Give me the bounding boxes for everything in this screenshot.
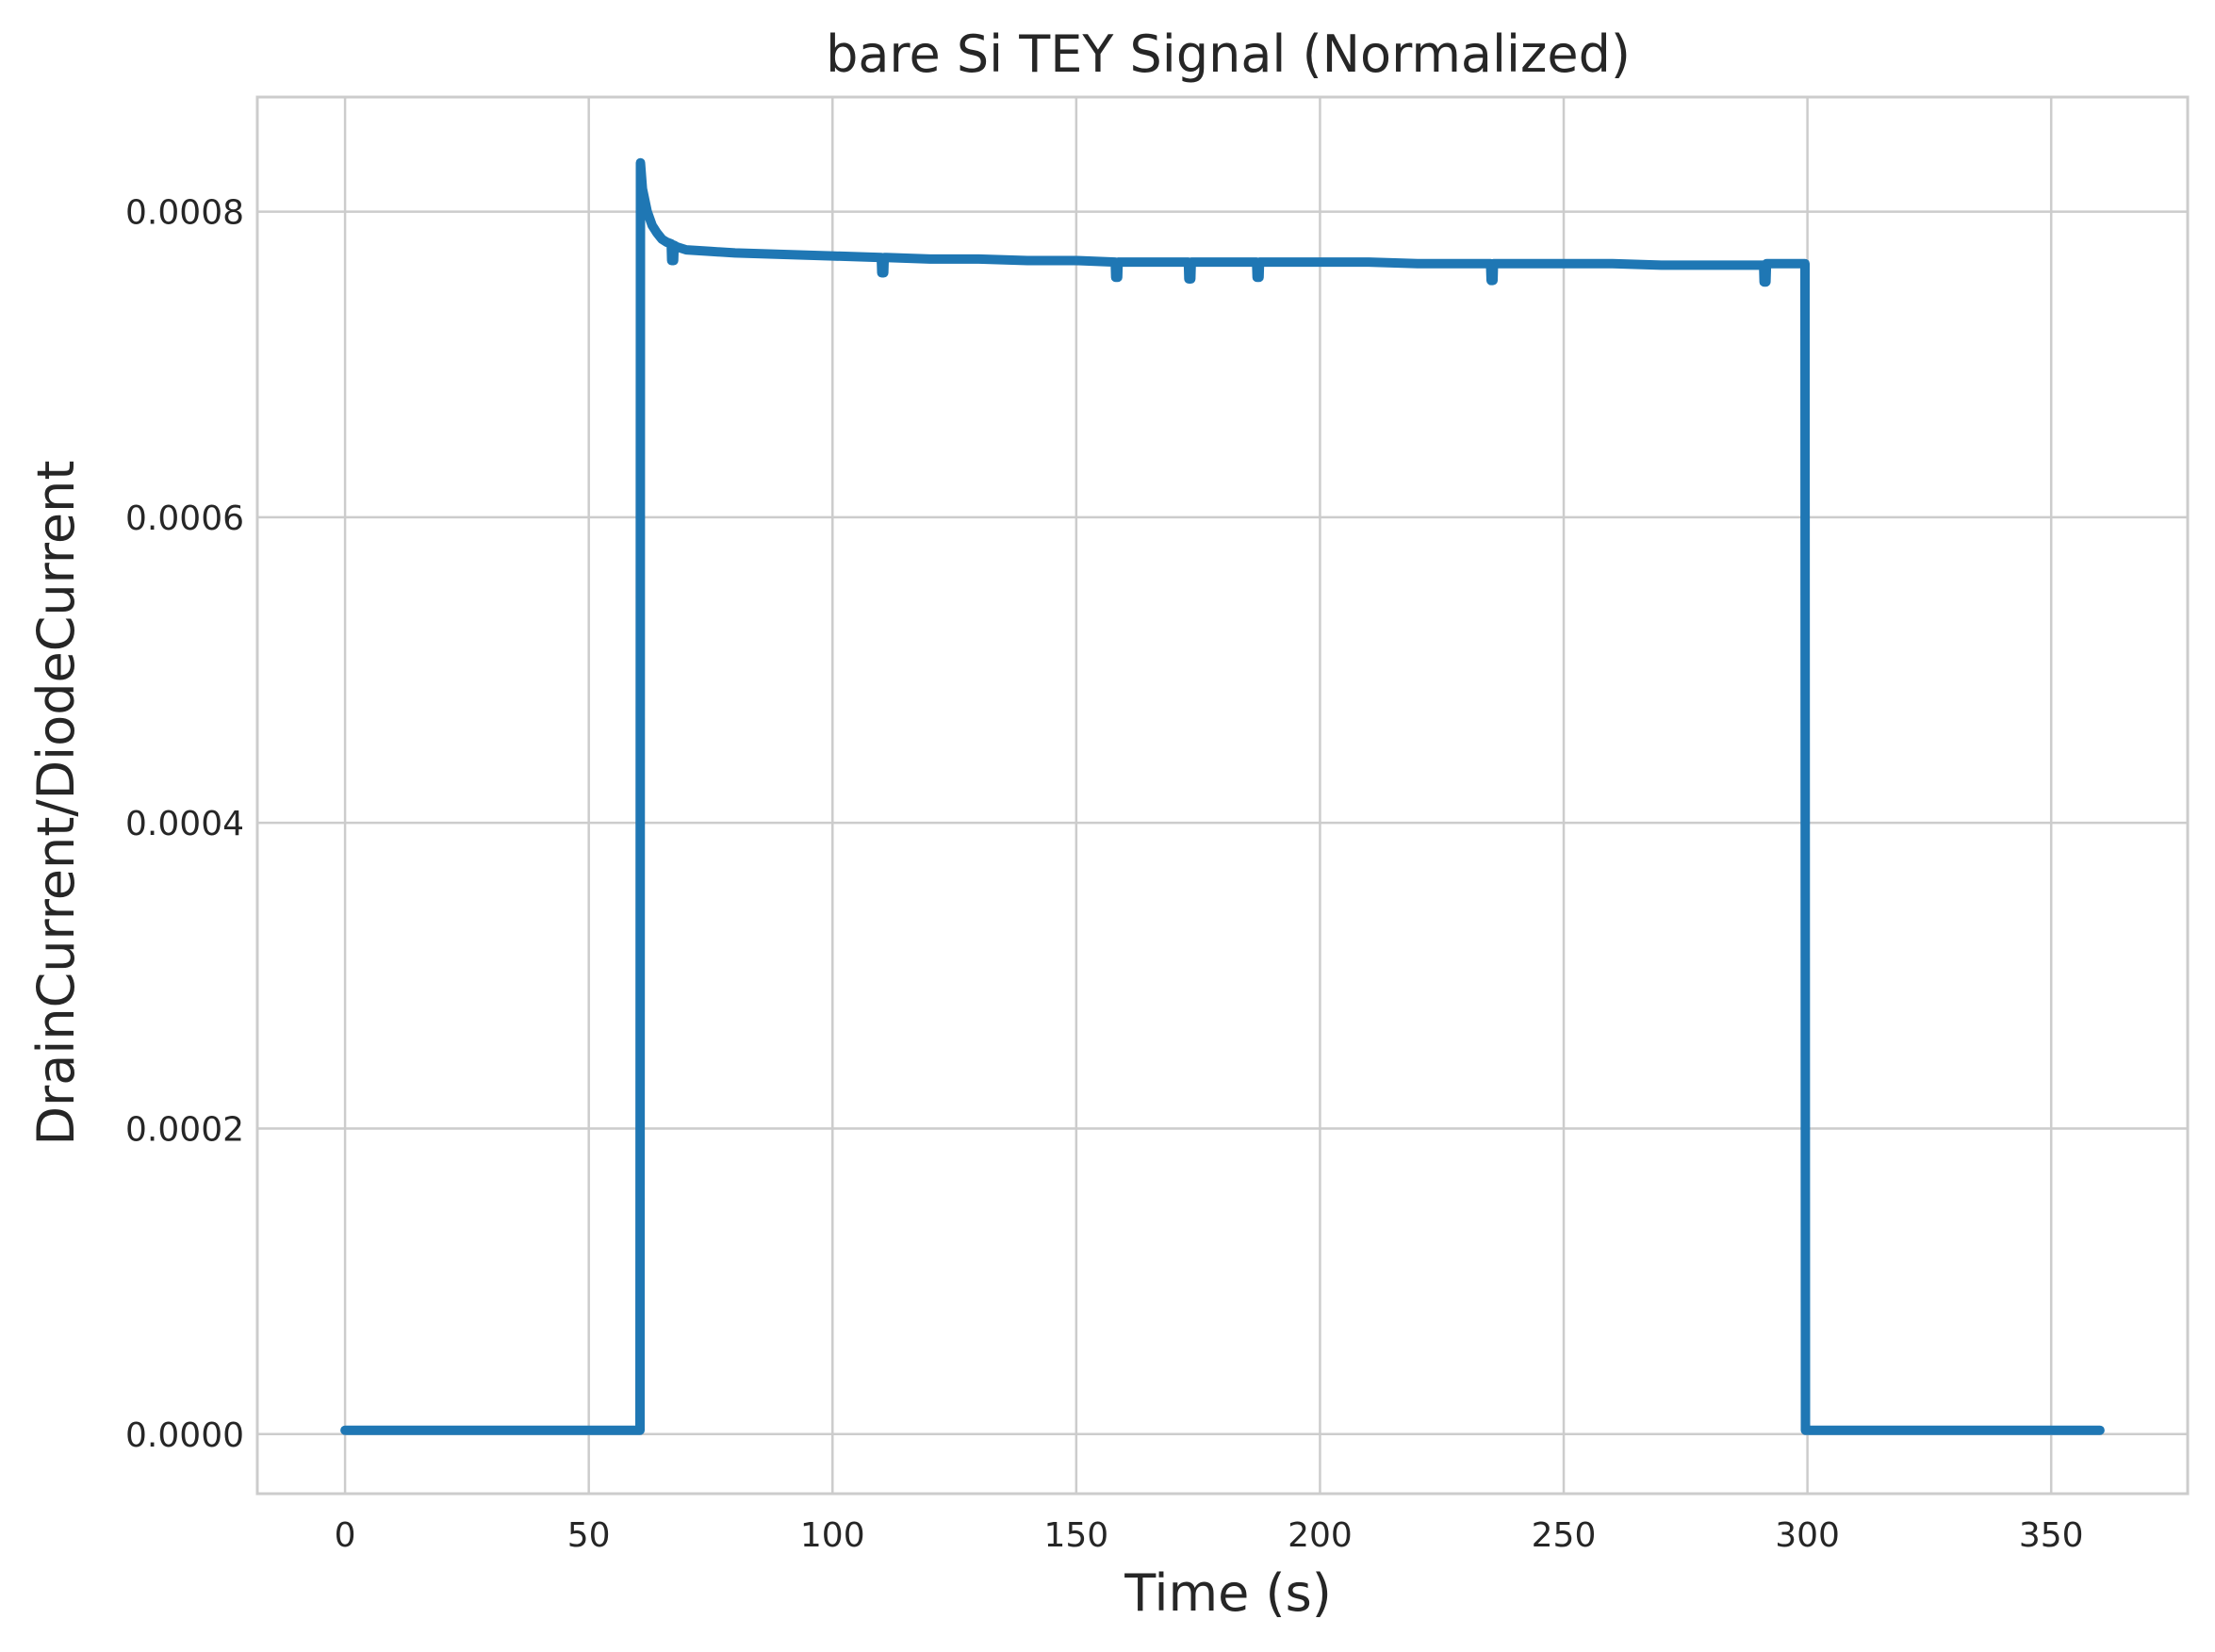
x-tick-label: 50 [567, 1516, 611, 1555]
y-tick-label: 0.0008 [125, 194, 244, 233]
x-tick-label: 300 [1775, 1516, 1840, 1555]
chart-title: bare Si TEY Signal (Normalized) [826, 25, 1631, 84]
series-line [340, 157, 2105, 1435]
x-tick-label: 150 [1043, 1516, 1108, 1555]
x-tick-label: 100 [800, 1516, 865, 1555]
x-tick-labels: 0 50 100 150 200 250 300 350 [335, 1516, 2084, 1555]
y-tick-labels: 0.0000 0.0002 0.0004 0.0006 0.0008 [125, 194, 244, 1455]
y-tick-label: 0.0000 [125, 1416, 244, 1455]
x-axis-label: Time (s) [1124, 1563, 1332, 1623]
data-series [340, 157, 2105, 1435]
x-tick-label: 200 [1288, 1516, 1353, 1555]
y-tick-label: 0.0002 [125, 1110, 244, 1149]
grid [257, 97, 2188, 1494]
x-tick-label: 0 [335, 1516, 356, 1555]
x-tick-label: 350 [2019, 1516, 2084, 1555]
x-tick-label: 250 [1532, 1516, 1597, 1555]
plot-frame [255, 95, 2190, 1496]
y-axis-label: DrainCurrent/DiodeCurrent [26, 460, 86, 1145]
y-tick-label: 0.0004 [125, 805, 244, 843]
y-tick-label: 0.0006 [125, 499, 244, 538]
